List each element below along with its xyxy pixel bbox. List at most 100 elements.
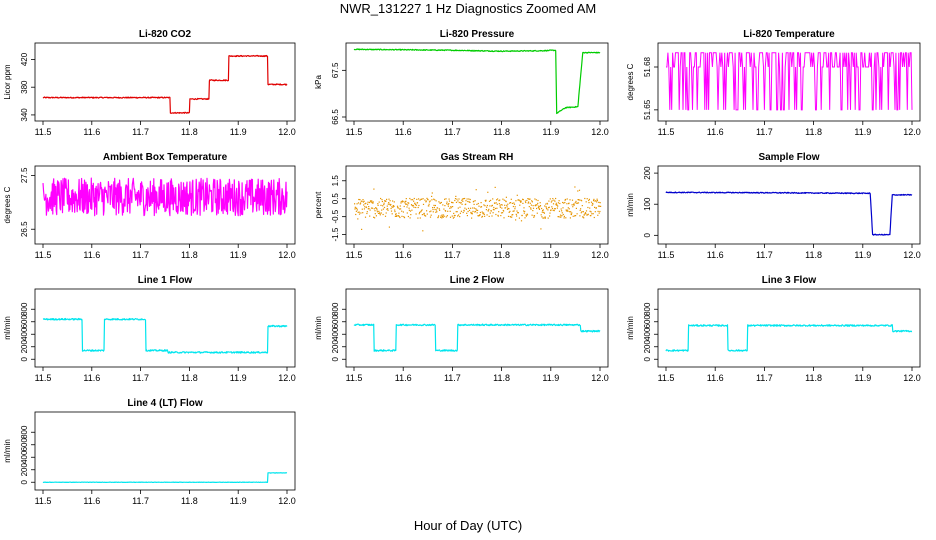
data-point xyxy=(393,201,395,203)
data-point xyxy=(424,199,426,201)
data-point xyxy=(481,211,483,213)
data-point xyxy=(483,212,485,214)
data-point xyxy=(359,199,361,201)
data-point xyxy=(590,201,593,203)
data-point xyxy=(420,210,422,212)
data-point xyxy=(477,209,479,211)
data-point xyxy=(579,215,581,217)
data-point xyxy=(430,210,432,212)
data-point xyxy=(407,204,409,206)
data-point xyxy=(584,212,586,215)
data-point xyxy=(598,212,600,214)
y-tick-label: 200 xyxy=(643,340,652,354)
data-point xyxy=(461,203,463,205)
y-tick-label: 200 xyxy=(20,463,29,477)
data-point xyxy=(575,207,577,209)
data-point xyxy=(360,202,362,204)
data-point xyxy=(477,215,479,217)
y-tick-label: -1.5 xyxy=(331,227,340,241)
plot-frame xyxy=(657,165,921,245)
data-point xyxy=(532,210,534,212)
y-tick-label: 600 xyxy=(20,315,29,329)
data-point xyxy=(574,186,576,188)
y-axis-label: ml/min xyxy=(3,316,12,340)
data-point xyxy=(535,204,537,206)
data-point xyxy=(567,210,569,212)
data-point xyxy=(515,219,517,221)
data-point xyxy=(467,200,469,203)
data-point xyxy=(588,202,590,204)
data-point xyxy=(379,213,381,215)
data-point xyxy=(492,212,494,214)
data-point xyxy=(596,199,598,202)
data-point xyxy=(410,199,412,201)
data-point xyxy=(453,212,455,214)
data-point xyxy=(454,199,456,202)
data-point xyxy=(516,194,518,196)
data-point xyxy=(354,208,356,210)
data-point xyxy=(471,213,473,215)
data-point xyxy=(571,212,573,214)
data-point xyxy=(491,215,493,217)
data-point xyxy=(572,215,574,217)
data-point xyxy=(514,208,516,210)
data-point xyxy=(434,208,436,211)
data-point xyxy=(355,207,357,209)
y-tick-label: 600 xyxy=(20,438,29,452)
data-point xyxy=(545,206,547,208)
data-point xyxy=(559,202,561,205)
data-point xyxy=(393,205,395,207)
y-tick-label: 400 xyxy=(20,327,29,341)
data-point xyxy=(370,207,373,209)
data-point xyxy=(452,202,454,204)
data-point xyxy=(478,205,480,207)
data-point xyxy=(587,213,589,215)
data-point xyxy=(429,200,431,202)
data-point xyxy=(455,195,457,197)
data-point xyxy=(417,206,419,209)
data-point xyxy=(551,207,554,210)
data-point xyxy=(580,199,582,201)
data-point xyxy=(508,211,510,213)
x-tick-label: 11.8 xyxy=(493,250,510,260)
chart-title: Line 1 Flow xyxy=(138,275,193,286)
data-point xyxy=(582,216,584,218)
data-point xyxy=(409,217,411,219)
data-point xyxy=(410,204,413,206)
data-point xyxy=(390,210,393,212)
data-point xyxy=(442,204,444,206)
x-tick-label: 12.0 xyxy=(903,127,921,137)
data-point xyxy=(565,217,567,219)
data-point xyxy=(500,215,502,217)
data-point xyxy=(379,214,381,216)
data-point xyxy=(572,206,574,208)
data-series xyxy=(42,472,288,483)
x-tick-label: 11.9 xyxy=(230,496,247,506)
y-axis-label: percent xyxy=(314,191,323,218)
data-point xyxy=(510,198,512,200)
data-point xyxy=(362,201,364,203)
data-point xyxy=(516,210,518,212)
x-tick-label: 12.0 xyxy=(591,127,609,137)
x-tick-label: 11.5 xyxy=(35,496,52,506)
data-point xyxy=(495,213,497,216)
x-tick-label: 11.6 xyxy=(707,250,724,260)
data-point xyxy=(359,203,361,205)
data-point xyxy=(550,209,552,211)
data-point xyxy=(576,213,578,215)
data-point xyxy=(441,215,444,217)
data-point xyxy=(552,209,554,211)
data-point xyxy=(563,215,565,217)
data-point xyxy=(525,214,527,216)
data-point xyxy=(552,203,555,205)
data-point xyxy=(474,211,476,213)
data-point xyxy=(403,217,406,219)
data-point xyxy=(445,216,447,218)
x-tick-label: 11.7 xyxy=(132,373,149,383)
data-point xyxy=(597,210,599,212)
data-point xyxy=(405,200,407,202)
data-point xyxy=(546,208,548,210)
data-point xyxy=(428,201,431,203)
data-point xyxy=(568,202,570,204)
data-point xyxy=(455,211,457,213)
